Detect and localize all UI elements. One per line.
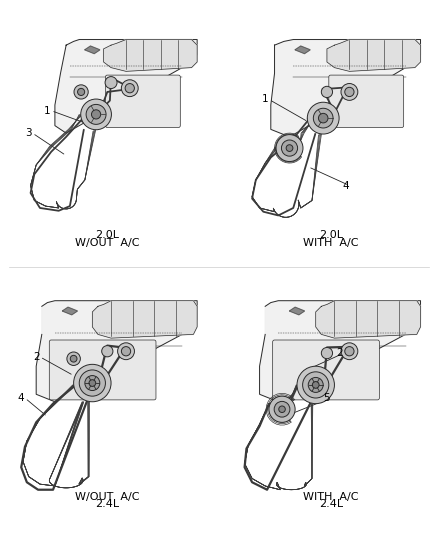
Text: 2: 2 [33, 352, 39, 362]
Circle shape [274, 401, 290, 417]
Circle shape [286, 145, 293, 151]
Circle shape [67, 352, 80, 366]
Circle shape [78, 88, 85, 95]
Text: 2.4L: 2.4L [95, 499, 120, 510]
Circle shape [307, 102, 339, 134]
Polygon shape [92, 301, 197, 338]
Circle shape [269, 396, 295, 422]
Circle shape [345, 346, 354, 356]
Circle shape [102, 345, 113, 357]
Circle shape [312, 382, 319, 388]
Polygon shape [62, 307, 78, 315]
Text: W/OUT  A/C: W/OUT A/C [75, 238, 140, 248]
FancyBboxPatch shape [49, 340, 156, 400]
Circle shape [121, 80, 138, 96]
Circle shape [321, 348, 332, 359]
Polygon shape [103, 39, 197, 71]
Text: 1: 1 [44, 106, 51, 116]
Polygon shape [290, 307, 304, 315]
Polygon shape [327, 39, 420, 71]
Text: 1: 1 [262, 94, 268, 104]
Text: 2.0L: 2.0L [319, 230, 343, 240]
FancyBboxPatch shape [273, 340, 379, 400]
Circle shape [121, 346, 131, 356]
Circle shape [345, 87, 354, 96]
Polygon shape [36, 301, 197, 402]
Text: 3: 3 [25, 128, 32, 138]
Text: 2.0L: 2.0L [95, 230, 119, 240]
Circle shape [105, 77, 117, 88]
Circle shape [341, 84, 358, 100]
Text: 4: 4 [343, 181, 349, 190]
Text: WITH  A/C: WITH A/C [303, 491, 358, 502]
Polygon shape [316, 301, 420, 338]
Circle shape [81, 99, 111, 130]
Text: 2: 2 [337, 348, 343, 358]
Polygon shape [260, 301, 420, 402]
Text: 2.4L: 2.4L [318, 499, 343, 510]
Circle shape [318, 114, 328, 123]
Circle shape [89, 379, 96, 386]
Circle shape [279, 406, 285, 413]
Polygon shape [271, 39, 420, 137]
Circle shape [92, 110, 101, 119]
Circle shape [303, 372, 329, 398]
Circle shape [321, 86, 332, 98]
Circle shape [117, 343, 134, 360]
Text: W/OUT  A/C: W/OUT A/C [75, 491, 140, 502]
Circle shape [79, 370, 106, 396]
Circle shape [125, 84, 134, 93]
Polygon shape [55, 39, 197, 133]
Text: 5: 5 [324, 393, 330, 403]
Circle shape [308, 377, 323, 392]
FancyBboxPatch shape [329, 75, 404, 127]
Text: 4: 4 [18, 393, 25, 403]
Circle shape [276, 135, 303, 161]
FancyBboxPatch shape [106, 75, 180, 127]
Circle shape [74, 85, 88, 99]
Circle shape [74, 365, 111, 402]
Circle shape [297, 366, 335, 403]
Circle shape [341, 343, 358, 360]
Circle shape [86, 104, 106, 124]
Polygon shape [85, 46, 100, 54]
Text: WITH  A/C: WITH A/C [303, 238, 358, 248]
Circle shape [313, 108, 333, 128]
Circle shape [85, 376, 100, 391]
Circle shape [70, 356, 77, 362]
Polygon shape [295, 46, 310, 54]
Circle shape [282, 140, 297, 156]
